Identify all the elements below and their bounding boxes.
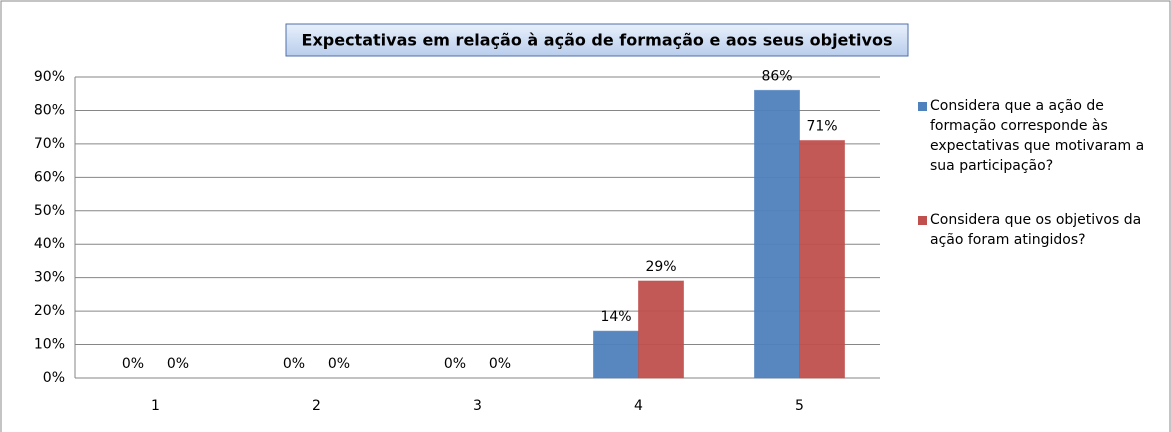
y-tick-label: 80% [34,102,65,118]
x-tick-label: 5 [795,398,804,414]
legend-swatch [918,216,927,225]
value-label: 0% [122,356,144,372]
legend-label: Considera que a ação de formação corresp… [930,98,1145,174]
title-box [285,23,909,57]
y-tick-label: 30% [34,270,65,286]
bar [638,280,684,379]
legend-item: Considera que a ação de formação corresp… [918,96,1158,176]
y-tick-label: 0% [43,370,65,386]
y-tick-label: 10% [34,337,65,353]
legend-label: Considera que os objetivos da ação foram… [930,212,1142,248]
x-tick-label: 4 [634,398,643,414]
legend-swatch [918,102,927,111]
x-tick-label: 2 [312,398,321,414]
value-label: 0% [167,356,189,372]
y-tick-label: 90% [34,69,65,85]
value-label: 29% [645,259,676,275]
value-label: 0% [283,356,305,372]
value-label: 71% [806,119,837,135]
value-label: 0% [444,356,466,372]
y-tick-label: 50% [34,203,65,219]
legend-item: Considera que os objetivos da ação foram… [918,210,1158,250]
bar [799,140,845,379]
value-label: 86% [761,68,792,84]
x-tick-label: 3 [473,398,482,414]
x-tick-label: 1 [151,398,160,414]
chart-title: Expectativas em relação à ação de formaç… [302,31,893,50]
value-label: 0% [328,356,350,372]
y-tick-label: 70% [34,136,65,152]
y-tick-label: 60% [34,169,65,185]
value-label: 14% [600,309,631,325]
bar [593,330,639,379]
legend: Considera que a ação de formação corresp… [918,96,1158,284]
bar [754,89,800,379]
y-tick-label: 20% [34,303,65,319]
y-tick-label: 40% [34,236,65,252]
value-label: 0% [489,356,511,372]
